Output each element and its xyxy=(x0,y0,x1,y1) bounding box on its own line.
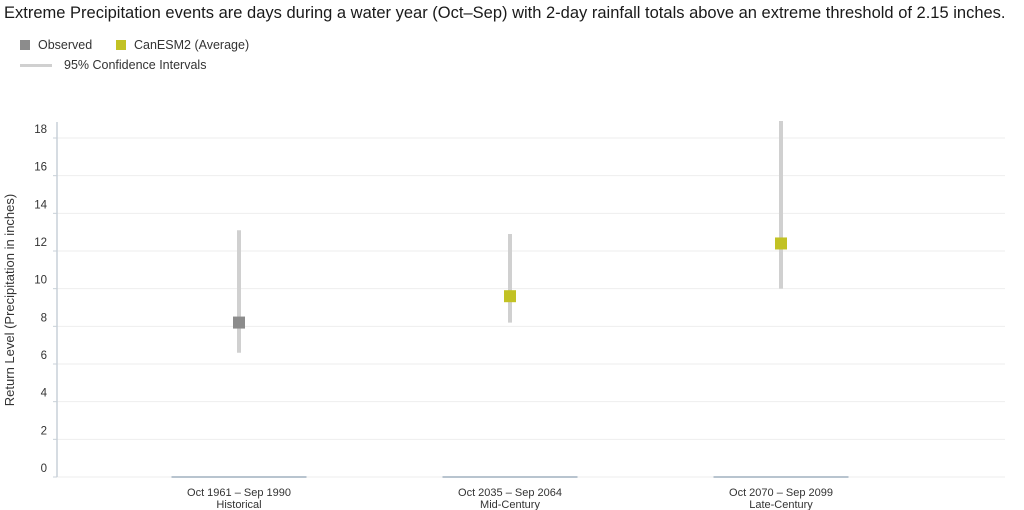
chart-title: Extreme Precipitation events are days du… xyxy=(4,4,1006,22)
legend-label: Observed xyxy=(38,38,93,52)
y-tick-label: 10 xyxy=(34,275,47,287)
legend-label: CanESM2 (Average) xyxy=(134,38,250,52)
data-point-canesm2 xyxy=(775,237,787,250)
x-tick-period: Oct 2070 – Sep 2099 xyxy=(729,487,833,499)
legend-item-canesm2[interactable]: CanESM2 (Average) xyxy=(116,38,249,52)
observed-swatch-icon xyxy=(20,40,30,50)
data-point-canesm2 xyxy=(504,290,516,303)
data-point-observed xyxy=(233,316,245,329)
y-tick-label: 16 xyxy=(34,162,47,174)
y-tick-label: 8 xyxy=(41,312,47,324)
x-tick-label: Historical xyxy=(216,499,261,510)
y-tick-label: 12 xyxy=(34,237,47,249)
y-tick-label: 4 xyxy=(41,388,48,400)
y-tick-label: 6 xyxy=(41,350,47,362)
y-tick-label: 2 xyxy=(41,425,47,437)
y-tick-label: 14 xyxy=(34,199,47,211)
x-tick-label: Late-Century xyxy=(749,499,813,510)
legend-item-observed[interactable]: Observed xyxy=(20,38,92,52)
x-tick-period: Oct 1961 – Sep 1990 xyxy=(187,487,291,499)
y-tick-label: 0 xyxy=(41,463,47,475)
canesm2-swatch-icon xyxy=(116,40,126,50)
y-axis-label: Return Level (Precipitation in inches) xyxy=(2,194,17,406)
legend-label: 95% Confidence Intervals xyxy=(64,58,207,72)
x-tick-period: Oct 2035 – Sep 2064 xyxy=(458,487,562,499)
x-tick-label: Mid-Century xyxy=(480,499,540,510)
legend-item-ci[interactable]: 95% Confidence Intervals xyxy=(20,58,206,72)
y-tick-label: 18 xyxy=(34,124,47,136)
ci-line-icon xyxy=(20,63,52,67)
